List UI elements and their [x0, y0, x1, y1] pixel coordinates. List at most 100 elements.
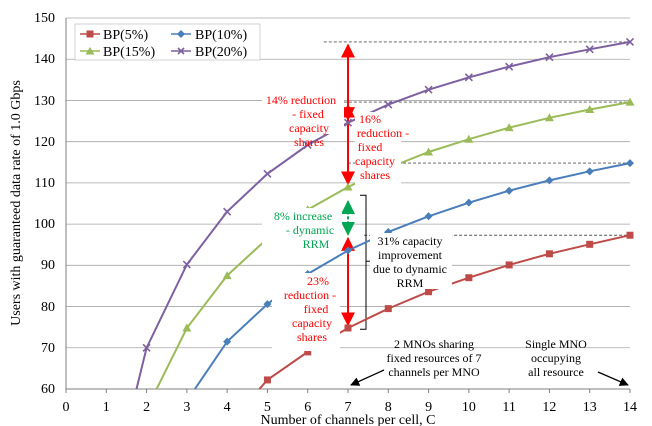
data-point: [182, 323, 192, 332]
annotation-line: - dynamic: [286, 223, 334, 237]
annotation-line: fixed resources of 7: [387, 351, 482, 365]
annotation-23pct-reduction: 23% reduction - fixed capacity shares: [272, 273, 340, 351]
annotation-31pct-improvement: 31% capacity improvement due to dynamic …: [370, 233, 452, 290]
y-tick-label: 120: [34, 135, 55, 150]
annotation-line: 16%: [359, 112, 381, 126]
series-line: [194, 162, 631, 390]
annotation-line: shares: [297, 330, 327, 344]
annotation-line: 23%: [307, 274, 329, 288]
annotation-line: 2 MNOs sharing: [394, 337, 474, 351]
x-tick-label: 7: [345, 400, 352, 415]
y-tick-label: 90: [41, 258, 55, 273]
data-point: [545, 176, 554, 185]
arrow-single-mno: [597, 371, 629, 386]
x-axis-label: Number of channels per cell, C: [261, 413, 436, 426]
data-point: [464, 73, 473, 82]
annotation-line: capacity: [289, 121, 329, 135]
annotation-single-mno: Single MNO occupying all resource: [525, 337, 587, 379]
annotation-background: [262, 92, 344, 134]
data-point: [625, 37, 635, 46]
data-point: [585, 45, 594, 54]
data-point: [504, 123, 514, 132]
data-point: [505, 261, 513, 269]
x-tick-label: 12: [542, 400, 556, 415]
annotation-line: reduction -: [284, 288, 336, 302]
data-point: [425, 288, 433, 296]
legend-marker: [177, 30, 185, 38]
annotation-line: capacity: [292, 316, 332, 330]
legend: BP(5%) BP(10%) BP(15%) BP(20%): [74, 23, 261, 61]
x-tick-labels: 0 1 2 3 4 5 6 7 8 9 10 11 12 13 14: [63, 400, 638, 415]
data-point: [505, 186, 514, 195]
annotation-background: [272, 273, 340, 351]
y-tick-label: 100: [34, 217, 55, 232]
data-point: [142, 343, 151, 352]
y-tick-labels: 60 70 80 90 100 110 120 130 140 150: [34, 11, 55, 397]
y-tick-label: 80: [41, 300, 55, 315]
data-point: [263, 376, 271, 384]
x-tick-label: 8: [385, 400, 392, 415]
data-point: [465, 274, 473, 282]
x-tick-label: 5: [264, 400, 271, 415]
legend-label: BP(20%): [195, 45, 247, 60]
legend-label: BP(10%): [195, 28, 247, 43]
x-tick-label: 0: [63, 400, 70, 415]
arrow-2-mnos: [350, 369, 385, 386]
data-point: [586, 240, 594, 248]
bracket-31pct: [360, 194, 367, 330]
data-point: [464, 198, 473, 207]
annotation-8pct-increase: 8% increase - dynamic RRM: [262, 208, 342, 251]
data-point: [303, 140, 312, 150]
y-tick-label: 110: [35, 176, 55, 191]
y-tick-label: 130: [34, 94, 55, 109]
annotation-line: shares: [360, 168, 390, 182]
annotation-line: RRM: [303, 237, 330, 251]
y-tick-label: 150: [34, 11, 55, 26]
data-point: [464, 134, 474, 143]
legend-label: BP(15%): [103, 45, 155, 60]
data-point: [424, 85, 433, 94]
annotation-line: - fixed: [292, 107, 324, 121]
annotation-line: Single MNO: [525, 337, 587, 351]
data-point: [223, 207, 232, 216]
y-axis-label: Users with guaranteed data rate of 1.0 G…: [9, 80, 24, 326]
annotation-line: capacity: [355, 154, 395, 168]
annotation-line: reduction -: [357, 126, 409, 140]
x-tick-label: 2: [143, 400, 150, 415]
annotation-line: fixed: [358, 140, 383, 154]
data-point: [344, 246, 352, 255]
annotation-line: shares: [294, 135, 324, 149]
data-point: [263, 169, 272, 178]
x-tick-label: 13: [583, 400, 597, 415]
x-tick-label: 1: [103, 400, 110, 415]
data-point: [223, 337, 232, 346]
data-point: [384, 305, 392, 313]
data-point: [544, 113, 554, 122]
legend-marker: [86, 30, 94, 38]
data-point: [182, 260, 191, 269]
data-point: [343, 182, 353, 191]
annotation-line: fixed: [304, 302, 329, 316]
x-tick-label: 4: [224, 400, 231, 415]
annotation-16pct-reduction: 16% reduction - fixed capacity shares: [355, 112, 409, 190]
data-point: [545, 250, 553, 258]
annotation-line: all resource: [528, 365, 584, 379]
data-point: [263, 300, 272, 309]
data-point: [424, 212, 433, 221]
data-point: [585, 105, 595, 114]
data-point: [505, 62, 514, 71]
annotation-14pct-reduction: 14% reduction - fixed capacity shares: [262, 92, 344, 149]
legend-box: [74, 23, 261, 61]
y-tick-label: 70: [41, 341, 55, 356]
x-tick-label: 11: [502, 400, 515, 415]
annotation-line: 31% capacity: [378, 234, 443, 248]
y-tick-label: 60: [41, 382, 55, 397]
annotation-line: occupying: [531, 351, 581, 365]
data-point: [626, 159, 634, 168]
annotation-line: due to dynamic: [373, 262, 447, 276]
data-point: [222, 271, 232, 280]
annotation-line: channels per MNO: [388, 365, 480, 379]
annotation-background: [355, 112, 401, 190]
annotation-line: 8% increase: [274, 209, 332, 223]
data-point: [343, 118, 353, 127]
